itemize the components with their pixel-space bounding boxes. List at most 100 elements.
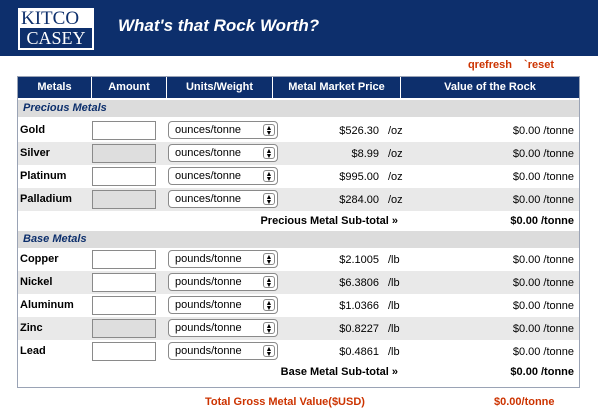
updown-arrows-icon: ▲ ▼ [263,253,275,266]
amount-input[interactable] [92,250,156,269]
metal-name: Lead [20,345,46,357]
units-select-value: pounds/tonne [175,299,242,311]
amount-input[interactable] [92,342,156,361]
updown-arrows-icon: ▲ ▼ [263,147,275,160]
units-select-value: pounds/tonne [175,253,242,265]
col-header-amount: Amount [92,77,167,98]
units-select-value: pounds/tonne [175,345,242,357]
toolbar: qrefresh `reset [459,59,554,71]
base-subtotal-row: Base Metal Sub-total » $0.00 /tonne [18,362,579,382]
market-price: $8.99 [351,148,379,160]
section-precious-metals: Precious Metals [18,100,579,117]
col-header-value: Value of the Rock [401,77,579,98]
total-row: Total Gross Metal Value($USD) $0.00/tonn… [0,394,598,414]
units-select[interactable]: ounces/tonne ▲ ▼ [168,190,278,208]
price-unit: /lb [388,254,400,266]
market-price: $995.00 [339,171,379,183]
price-unit: /oz [388,148,403,160]
units-select-value: ounces/tonne [175,124,242,136]
units-select[interactable]: pounds/tonne ▲ ▼ [168,273,278,291]
precious-subtotal-label: Precious Metal Sub-total » [260,215,398,227]
table-row: Nickel pounds/tonne ▲ ▼ $6.3806 /lb $0.00… [18,271,579,294]
reset-link[interactable]: `reset [524,59,554,71]
section-base-metals: Base Metals [18,231,579,248]
updown-arrows-icon: ▲ ▼ [263,193,275,206]
table-row: Palladium ounces/tonne ▲ ▼ $284.00 /oz $0… [18,188,579,211]
rock-value: $0.00 /tonne [512,277,574,289]
metal-name: Platinum [20,170,67,182]
table-row: Zinc pounds/tonne ▲ ▼ $0.8227 /lb $0.00 /… [18,317,579,340]
amount-input[interactable] [92,319,156,338]
rock-value: $0.00 /tonne [512,300,574,312]
units-select[interactable]: pounds/tonne ▲ ▼ [168,250,278,268]
units-select-value: ounces/tonne [175,170,242,182]
calculator-table: Metals Amount Units/Weight Metal Market … [17,76,580,388]
precious-subtotal-row: Precious Metal Sub-total » $0.00 /tonne [18,211,579,231]
rock-value: $0.00 /tonne [512,323,574,335]
metal-name: Gold [20,124,46,136]
price-unit: /oz [388,171,403,183]
market-price: $284.00 [339,194,379,206]
updown-arrows-icon: ▲ ▼ [263,124,275,137]
updown-arrows-icon: ▲ ▼ [263,170,275,183]
market-price: $1.0366 [339,300,379,312]
app-header: KITCO CASEY What's that Rock Worth? [0,0,598,56]
rock-value: $0.00 /tonne [512,194,574,206]
price-unit: /lb [388,277,400,289]
market-price: $526.30 [339,125,379,137]
rock-value: $0.00 /tonne [512,171,574,183]
updown-arrows-icon: ▲ ▼ [263,322,275,335]
rock-value: $0.00 /tonne [512,346,574,358]
units-select[interactable]: pounds/tonne ▲ ▼ [168,319,278,337]
price-unit: /lb [388,323,400,335]
total-label: Total Gross Metal Value($USD) [205,396,365,408]
rock-value: $0.00 /tonne [512,254,574,266]
logo-top-text: KITCO [21,8,80,29]
rock-value: $0.00 /tonne [512,148,574,160]
table-row: Gold ounces/tonne ▲ ▼ $526.30 /oz $0.00 /… [18,119,579,142]
units-select[interactable]: ounces/tonne ▲ ▼ [168,121,278,139]
rock-value: $0.00 /tonne [512,125,574,137]
table-row: Silver ounces/tonne ▲ ▼ $8.99 /oz $0.00 /… [18,142,579,165]
refresh-link[interactable]: qrefresh [467,59,512,71]
base-subtotal-value: $0.00 /tonne [510,366,574,378]
metal-name: Zinc [20,322,43,334]
units-select-value: pounds/tonne [175,322,242,334]
units-select[interactable]: ounces/tonne ▲ ▼ [168,144,278,162]
amount-input[interactable] [92,167,156,186]
precious-subtotal-value: $0.00 /tonne [510,215,574,227]
price-unit: /lb [388,300,400,312]
amount-input[interactable] [92,144,156,163]
amount-input[interactable] [92,296,156,315]
kitco-casey-logo[interactable]: KITCO CASEY [18,8,94,50]
metal-name: Palladium [20,193,72,205]
table-row: Copper pounds/tonne ▲ ▼ $2.1005 /lb $0.00… [18,248,579,271]
metal-name: Nickel [20,276,53,288]
col-header-units: Units/Weight [167,77,273,98]
page-title: What's that Rock Worth? [118,16,320,35]
units-select[interactable]: pounds/tonne ▲ ▼ [168,296,278,314]
col-header-metals: Metals [18,77,92,98]
col-header-price: Metal Market Price [273,77,401,98]
amount-input[interactable] [92,190,156,209]
metal-name: Copper [20,253,59,265]
updown-arrows-icon: ▲ ▼ [263,345,275,358]
units-select[interactable]: pounds/tonne ▲ ▼ [168,342,278,360]
price-unit: /oz [388,125,403,137]
updown-arrows-icon: ▲ ▼ [263,299,275,312]
units-select[interactable]: ounces/tonne ▲ ▼ [168,167,278,185]
logo-bottom-text: CASEY [20,28,92,48]
table-row: Platinum ounces/tonne ▲ ▼ $995.00 /oz $0.… [18,165,579,188]
price-unit: /oz [388,194,403,206]
amount-input[interactable] [92,273,156,292]
total-value: $0.00/tonne [494,396,555,408]
units-select-value: pounds/tonne [175,276,242,288]
market-price: $6.3806 [339,277,379,289]
table-row: Lead pounds/tonne ▲ ▼ $0.4861 /lb $0.00 /… [18,340,579,363]
metal-name: Silver [20,147,50,159]
amount-input[interactable] [92,121,156,140]
updown-arrows-icon: ▲ ▼ [263,276,275,289]
metal-name: Aluminum [20,299,74,311]
price-unit: /lb [388,346,400,358]
market-price: $2.1005 [339,254,379,266]
